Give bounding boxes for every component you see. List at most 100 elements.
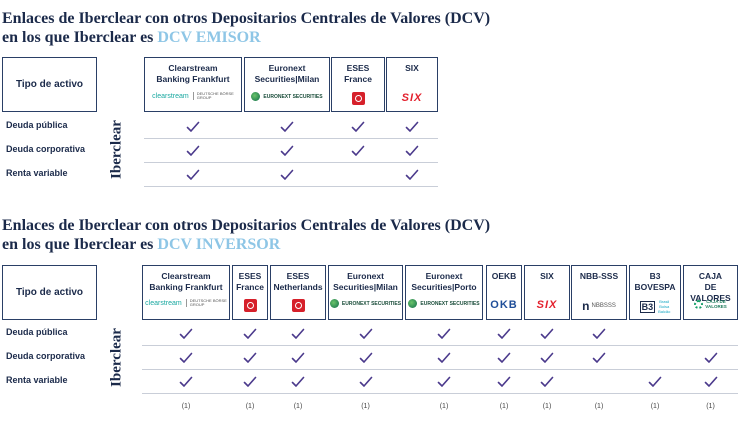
- check-icon: [280, 168, 294, 180]
- column-header-logo: [233, 299, 267, 312]
- footnote-marker: (1): [499, 403, 509, 410]
- check-icon: [243, 375, 257, 387]
- inversor-title-line2: en los que Iberclear es DCV INVERSOR: [2, 235, 490, 254]
- footnote-marker: (1): [706, 403, 715, 410]
- check-icon: [405, 120, 419, 132]
- six-logo: SIX: [401, 92, 423, 104]
- column-header-name: SIX: [540, 271, 554, 281]
- check-icon: [351, 120, 365, 132]
- column-header: ESES France: [232, 265, 268, 320]
- check-icon: [291, 327, 305, 339]
- euronext-logo: EURONEXT SECURITIES: [408, 299, 480, 308]
- six-logo: SIX: [536, 299, 558, 311]
- column-header: Clearstream Banking Frankfurt clearstream…: [144, 57, 242, 112]
- footnote-marker: (1): [439, 403, 449, 410]
- column-header: CAJA DE VALORES CAJA DE VALORES: [683, 265, 738, 320]
- nbb-wordmark: NBBSSS: [591, 303, 616, 309]
- check-icon: [497, 351, 511, 363]
- euronext-wordmark: EURONEXT SECURITIES: [420, 300, 480, 307]
- check-icon: [359, 375, 373, 387]
- check-icon: [291, 351, 305, 363]
- row-divider: [142, 393, 738, 394]
- column-header-name: ESES France: [344, 63, 372, 84]
- check-icon: [405, 144, 419, 156]
- b3-wordmark: B3: [639, 300, 656, 313]
- column-header-name: CAJA DE VALORES: [690, 271, 731, 303]
- emisor-type-header: Tipo de activo: [2, 57, 97, 112]
- emisor-title-line1: Enlaces de Iberclear con otros Depositar…: [2, 10, 491, 27]
- check-icon: [186, 144, 200, 156]
- row-label: Deuda corporativa: [6, 144, 86, 154]
- euronext-globe-icon: [408, 299, 418, 308]
- euronext-wordmark: EURONEXT SECURITIES: [341, 300, 402, 307]
- inversor-title: Enlaces de Iberclear con otros Depositar…: [2, 216, 490, 254]
- eses-ring-icon: [294, 302, 302, 309]
- deutsche-boerse-wordmark: DEUTSCHE BÖRSE GROUP: [185, 299, 227, 307]
- check-icon: [704, 351, 718, 363]
- caja-logo: CAJA DE VALORES: [694, 299, 727, 309]
- eses-logo: [291, 299, 305, 312]
- emisor-title: Enlaces de Iberclear con otros Depositar…: [2, 9, 490, 47]
- column-header-logo: clearstream DEUTSCHE BÖRSE GROUP: [143, 299, 229, 307]
- caja-wordmark: CAJA DE VALORES: [705, 299, 727, 309]
- emisor-title-prefix: en los que Iberclear es: [2, 29, 154, 46]
- eses-logo: [351, 92, 365, 105]
- row-divider: [142, 345, 738, 346]
- column-header-logo: OKB: [487, 299, 521, 311]
- euronext-logo: EURONEXT SECURITIES: [329, 299, 402, 308]
- column-header-name: Euronext Securities|Milan: [254, 63, 320, 84]
- check-icon: [540, 327, 554, 339]
- oekb-logo: OKB: [490, 299, 518, 311]
- column-header-name: B3 BOVESPA: [634, 271, 676, 292]
- footnote-marker: (1): [594, 403, 604, 410]
- column-header-logo: EURONEXT SECURITIES: [329, 299, 402, 308]
- column-header-name: ESES France: [236, 271, 264, 292]
- column-header-logo: CAJA DE VALORES: [684, 299, 737, 309]
- column-header: SIX SIX: [386, 57, 438, 112]
- column-header: Clearstream Banking Frankfurt clearstream…: [142, 265, 230, 320]
- inversor-type-header-label: Tipo de activo: [15, 287, 84, 298]
- row-label: Deuda corporativa: [6, 351, 86, 361]
- check-icon: [540, 351, 554, 363]
- column-header-logo: clearstream DEUTSCHE BÖRSE GROUP: [145, 92, 241, 100]
- clearstream-logo: clearstream DEUTSCHE BÖRSE GROUP: [152, 92, 234, 100]
- check-icon: [280, 120, 294, 132]
- column-header-name: Euronext Securities|Milan: [333, 271, 398, 292]
- column-header: OEKB OKB: [486, 265, 522, 320]
- column-header-name: SIX: [405, 63, 419, 73]
- check-icon: [437, 375, 451, 387]
- check-icon: [437, 327, 451, 339]
- check-icon: [405, 168, 419, 180]
- column-header-logo: EURONEXT SECURITIES: [406, 299, 482, 308]
- inversor-vertical-label: Iberclear: [108, 328, 125, 387]
- check-icon: [592, 327, 606, 339]
- inversor-title-line1: Enlaces de Iberclear con otros Depositar…: [2, 217, 491, 234]
- check-icon: [243, 351, 257, 363]
- column-header-logo: [332, 92, 384, 105]
- euronext-wordmark: EURONEXT SECURITIES: [263, 93, 323, 100]
- row-divider: [144, 186, 438, 187]
- column-header-logo: [271, 299, 325, 312]
- column-header: ESES France: [331, 57, 385, 112]
- row-divider: [142, 369, 738, 370]
- check-icon: [592, 351, 606, 363]
- check-icon: [437, 351, 451, 363]
- check-icon: [540, 375, 554, 387]
- check-icon: [186, 168, 200, 180]
- clearstream-wordmark: clearstream: [145, 299, 182, 307]
- column-header: B3 BOVESPA B3 Brasil Bolsa Balcão: [629, 265, 681, 320]
- check-icon: [179, 327, 193, 339]
- inversor-type-header: Tipo de activo: [2, 265, 97, 320]
- b3-subtitle: Brasil Bolsa Balcão: [658, 299, 671, 314]
- check-icon: [648, 375, 662, 387]
- clearstream-logo: clearstream DEUTSCHE BÖRSE GROUP: [145, 299, 227, 307]
- eses-ring-icon: [246, 302, 254, 309]
- column-header-logo: SIX: [525, 299, 569, 311]
- footnote-marker: (1): [650, 403, 660, 410]
- check-icon: [359, 351, 373, 363]
- column-header: Euronext Securities|Milan EURONEXT SECURI…: [244, 57, 330, 112]
- row-divider: [144, 162, 438, 163]
- check-icon: [704, 375, 718, 387]
- footnote-marker: (1): [361, 403, 370, 410]
- check-icon: [179, 351, 193, 363]
